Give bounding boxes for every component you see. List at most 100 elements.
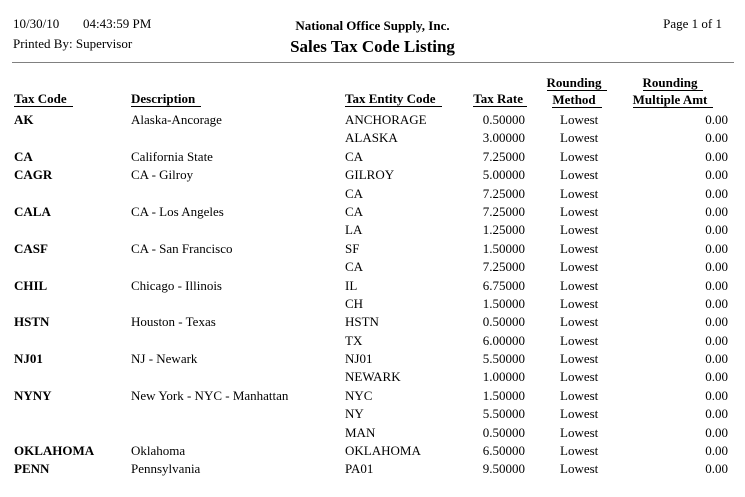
cell-rounding-multiple-amt: 0.00: [705, 351, 728, 367]
cell-tax-rate: 1.50000: [482, 387, 525, 403]
cell-rounding-multiple-amt: 0.00: [705, 277, 728, 293]
cell-tax-entity-code: MAN: [345, 424, 376, 440]
table-row: HSTN Houston - Texas HSTN 0.50000 Lowest…: [0, 313, 745, 331]
cell-tax-rate: 5.50000: [482, 351, 525, 367]
cell-tax-rate: 7.25000: [482, 203, 525, 219]
cell-tax-rate: 7.25000: [482, 259, 525, 275]
cell-rounding-multiple-amt: 0.00: [705, 406, 728, 422]
column-header-rounding-method: Rounding Method: [537, 76, 617, 108]
cell-rounding-method: Lowest: [560, 424, 599, 440]
cell-tax-rate: 1.00000: [482, 369, 525, 385]
cell-tax-entity-code: CH: [345, 295, 364, 311]
cell-tax-code: CALA: [14, 203, 51, 219]
cell-description: Oklahoma: [131, 443, 186, 459]
printed-by: Printed By: Supervisor: [13, 36, 133, 51]
cell-rounding-multiple-amt: 0.00: [705, 295, 728, 311]
column-header-tax-code-label: Tax Code: [14, 92, 73, 107]
cell-rounding-method: Lowest: [560, 314, 599, 330]
cell-tax-code: CHIL: [14, 277, 48, 293]
column-header-rounding-multiple-amt-line2: Multiple Amt: [632, 93, 714, 108]
cell-tax-rate: 9.50000: [482, 461, 525, 477]
cell-description: CA - San Francisco: [131, 240, 233, 256]
report-time: 04:43:59 PM: [83, 16, 152, 31]
cell-tax-code: NYNY: [14, 387, 52, 403]
cell-tax-entity-code: NY: [345, 406, 364, 422]
report-date: 10/30/10: [13, 16, 60, 31]
cell-rounding-multiple-amt: 0.00: [705, 203, 728, 219]
cell-tax-rate: 6.00000: [482, 332, 525, 348]
cell-tax-code: HSTN: [14, 314, 50, 330]
column-header-tax-rate-label: Tax Rate: [473, 92, 527, 107]
company-name: National Office Supply, Inc.: [295, 18, 450, 33]
cell-rounding-method: Lowest: [560, 406, 599, 422]
column-header-rounding-method-line1: Rounding: [546, 76, 608, 91]
column-header-rounding-method-line2-wrap: Method: [537, 93, 617, 108]
cell-tax-rate: 1.50000: [482, 240, 525, 256]
table-row: PENN Pennsylvania PA01 9.50000 Lowest 0.…: [0, 460, 745, 478]
cell-tax-rate: 6.50000: [482, 443, 525, 459]
cell-rounding-method: Lowest: [560, 387, 599, 403]
cell-rounding-method: Lowest: [560, 130, 599, 146]
company-name-band: National Office Supply, Inc.: [0, 17, 745, 35]
table-row: CHIL Chicago - Illinois IL 6.75000 Lowes…: [0, 277, 745, 295]
cell-tax-entity-code: GILROY: [345, 167, 395, 183]
cell-rounding-method: Lowest: [560, 185, 599, 201]
column-header-rounding-method-line1-wrap: Rounding: [537, 76, 617, 91]
cell-rounding-multiple-amt: 0.00: [705, 167, 728, 183]
cell-tax-entity-code: CA: [345, 203, 364, 219]
cell-tax-code: CAGR: [14, 167, 53, 183]
table-row: NYNY New York - NYC - Manhattan NYC 1.50…: [0, 387, 745, 405]
cell-tax-rate: 3.00000: [482, 130, 525, 146]
cell-tax-rate: 0.50000: [482, 112, 525, 127]
cell-tax-entity-code: HSTN: [345, 314, 379, 330]
column-header-tax-rate: Tax Rate: [437, 92, 527, 107]
cell-tax-rate: 0.50000: [482, 424, 525, 440]
column-header-description: Description: [131, 92, 202, 107]
table-row: NJ01 NJ - Newark NJ01 5.50000 Lowest 0.0…: [0, 350, 745, 368]
column-header-rounding-multiple-amt-line2-wrap: Multiple Amt: [623, 93, 723, 108]
column-header-tax-entity-code-label: Tax Entity Code: [345, 92, 442, 107]
table-row: CH 1.50000 Lowest 0.00: [0, 295, 745, 313]
cell-rounding-multiple-amt: 0.00: [705, 424, 728, 440]
cell-rounding-multiple-amt: 0.00: [705, 112, 728, 127]
column-header-rounding-multiple-amt-line1-wrap: Rounding: [623, 76, 723, 91]
cell-tax-entity-code: LA: [345, 222, 363, 238]
cell-description: Pennsylvania: [131, 461, 201, 477]
cell-rounding-multiple-amt: 0.00: [705, 443, 728, 459]
cell-description: New York - NYC - Manhattan: [131, 387, 289, 403]
cell-tax-entity-code: NEWARK: [345, 369, 401, 385]
cell-tax-entity-code: IL: [345, 277, 358, 293]
cell-tax-code: CASF: [14, 240, 48, 256]
cell-tax-rate: 1.25000: [482, 222, 525, 238]
cell-tax-entity-code: CA: [345, 259, 364, 275]
column-header-tax-code: Tax Code: [14, 92, 73, 107]
table-row: CA 7.25000 Lowest 0.00: [0, 185, 745, 203]
table-rows: AK Alaska-Ancorage ANCHORAGE 0.50000 Low…: [0, 111, 745, 479]
cell-tax-rate: 0.50000: [482, 314, 525, 330]
cell-tax-code: NJ01: [14, 351, 43, 367]
cell-rounding-method: Lowest: [560, 148, 599, 164]
column-header-rounding-multiple-amt: Rounding Multiple Amt: [623, 76, 723, 108]
table-row: CAGR CA - Gilroy GILROY 5.00000 Lowest 0…: [0, 166, 745, 184]
cell-rounding-method: Lowest: [560, 167, 599, 183]
cell-tax-entity-code: CA: [345, 185, 364, 201]
cell-rounding-multiple-amt: 0.00: [705, 314, 728, 330]
cell-rounding-multiple-amt: 0.00: [705, 185, 728, 201]
table-row: NEWARK 1.00000 Lowest 0.00: [0, 368, 745, 386]
cell-tax-rate: 5.50000: [482, 406, 525, 422]
cell-tax-rate: 6.75000: [482, 277, 525, 293]
cell-rounding-method: Lowest: [560, 332, 599, 348]
table-row: CALA CA - Los Angeles CA 7.25000 Lowest …: [0, 203, 745, 221]
table-row: ALASKA 3.00000 Lowest 0.00: [0, 129, 745, 147]
cell-rounding-method: Lowest: [560, 369, 599, 385]
column-header-rounding-multiple-amt-line1: Rounding: [642, 76, 704, 91]
cell-tax-code: PENN: [14, 461, 50, 477]
cell-rounding-multiple-amt: 0.00: [705, 130, 728, 146]
cell-description: Chicago - Illinois: [131, 277, 222, 293]
table-row: TX 6.00000 Lowest 0.00: [0, 332, 745, 350]
cell-rounding-method: Lowest: [560, 259, 599, 275]
cell-rounding-multiple-amt: 0.00: [705, 387, 728, 403]
cell-tax-rate: 5.00000: [482, 167, 525, 183]
table-row: NY 5.50000 Lowest 0.00: [0, 405, 745, 423]
